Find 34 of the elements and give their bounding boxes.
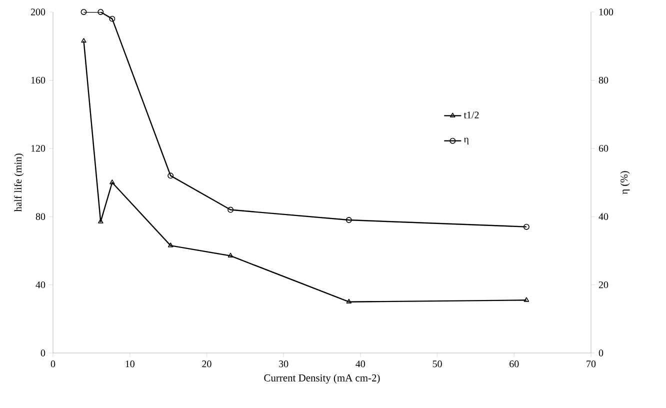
point bbox=[109, 16, 116, 22]
point bbox=[168, 242, 174, 248]
x-tick-label: 40 bbox=[356, 360, 366, 368]
x-tick-label: 0 bbox=[50, 360, 56, 368]
y-tick-label: 120 bbox=[31, 145, 46, 152]
point bbox=[110, 180, 115, 184]
x-tick-label: 50 bbox=[432, 360, 442, 368]
point bbox=[228, 206, 234, 213]
x-axis-title: Current Density (mA cm-2) bbox=[264, 374, 380, 384]
x-tick-label: 20 bbox=[202, 360, 212, 368]
y2-tick-label: 0 bbox=[598, 350, 604, 356]
y2-tick-label: 80 bbox=[598, 76, 608, 84]
x-tick-label: 70 bbox=[586, 360, 596, 368]
point bbox=[98, 9, 104, 15]
y2-tick-label: 40 bbox=[598, 213, 608, 220]
legend-label: η bbox=[464, 138, 468, 145]
point bbox=[168, 172, 174, 179]
x-tick-label: 10 bbox=[126, 360, 134, 368]
y-axis-title: half life (min) bbox=[14, 154, 24, 212]
y2-tick-label: 60 bbox=[598, 145, 608, 152]
legend-label: t1/2 bbox=[464, 112, 479, 118]
y-tick-label: 0 bbox=[40, 350, 46, 356]
y-tick-label: 200 bbox=[30, 8, 46, 16]
y2-tick-label: 20 bbox=[598, 281, 608, 288]
y2-axis-title: η (%) bbox=[620, 171, 630, 194]
point bbox=[228, 252, 234, 258]
y-tick-label: 80 bbox=[36, 213, 46, 220]
y-tick-label: 40 bbox=[36, 281, 46, 288]
y2-tick-label: 100 bbox=[599, 8, 614, 16]
point bbox=[346, 217, 352, 223]
x-tick-label: 60 bbox=[510, 360, 519, 368]
point bbox=[346, 298, 352, 304]
y-tick-label: 160 bbox=[31, 76, 46, 84]
x-tick-label: 30 bbox=[279, 360, 288, 368]
